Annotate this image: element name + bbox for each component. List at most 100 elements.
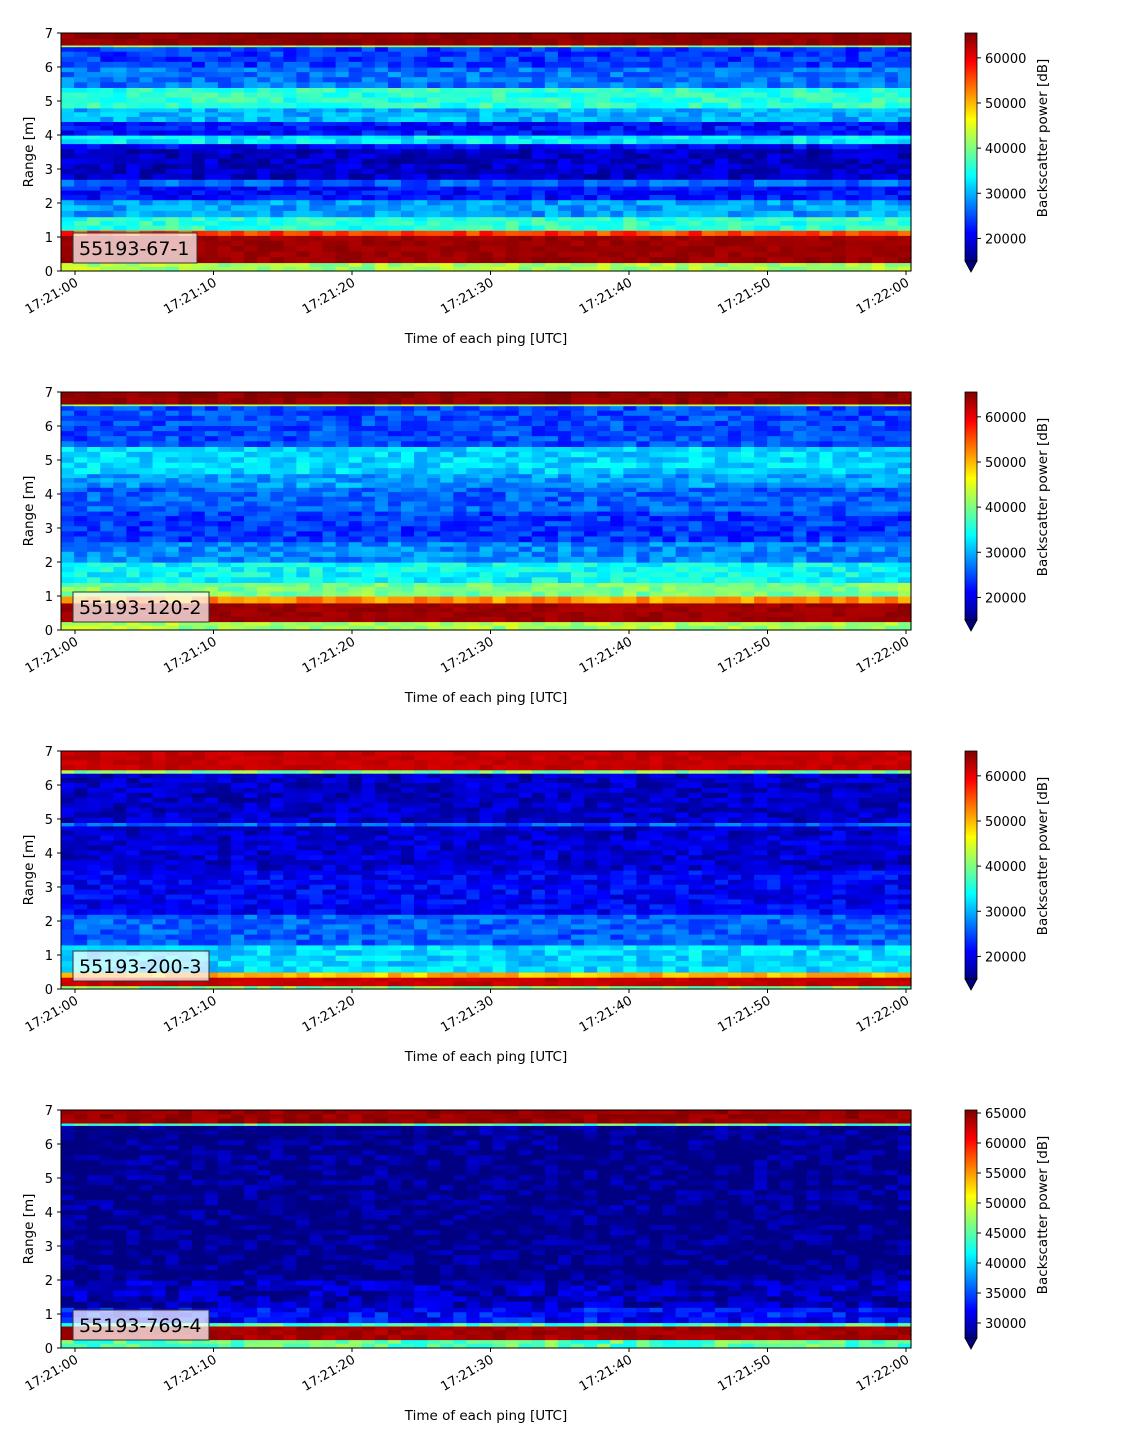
- heatmap-cell: [440, 67, 454, 73]
- heatmap-cell: [754, 556, 768, 563]
- heatmap-cell: [845, 205, 860, 212]
- heatmap-cell: [806, 235, 821, 242]
- heatmap-cell: [845, 179, 860, 187]
- heatmap-cell: [296, 51, 311, 58]
- heatmap-cell: [845, 491, 860, 498]
- heatmap-cell: [283, 531, 297, 538]
- heatmap-cell: [623, 199, 637, 206]
- heatmap-cell: [701, 567, 716, 573]
- heatmap-cell: [727, 46, 742, 53]
- heatmap-cell: [845, 190, 860, 196]
- heatmap-cell: [401, 262, 415, 268]
- heatmap-cell: [453, 116, 467, 122]
- heatmap-cell: [244, 582, 258, 588]
- heatmap-cell: [270, 186, 284, 192]
- heatmap-cell: [531, 536, 546, 543]
- heatmap-cell: [217, 221, 232, 227]
- heatmap-cell: [335, 92, 350, 99]
- heatmap-cell: [401, 67, 415, 73]
- heatmap-cell: [165, 174, 180, 180]
- heatmap-cell: [531, 591, 546, 597]
- heatmap-cell: [453, 546, 467, 553]
- heatmap-cell: [688, 51, 703, 58]
- heatmap-cell: [492, 38, 507, 46]
- heatmap-cell: [387, 511, 402, 517]
- heatmap-cell: [113, 158, 127, 165]
- heatmap-cell: [374, 210, 389, 218]
- heatmap-cell: [322, 179, 337, 187]
- heatmap-cell: [309, 577, 324, 583]
- heatmap-cell: [204, 169, 219, 175]
- heatmap-cell: [623, 51, 637, 58]
- heatmap-cell: [675, 130, 690, 136]
- heatmap-cell: [414, 616, 428, 623]
- heatmap-cell: [623, 516, 637, 522]
- heatmap-cell: [244, 586, 258, 593]
- heatmap-cell: [649, 92, 664, 99]
- heatmap-cell: [688, 596, 703, 604]
- heatmap-cell: [754, 210, 768, 218]
- heatmap-cell: [858, 625, 873, 631]
- heatmap-cell: [257, 536, 271, 543]
- heatmap-cell: [479, 205, 494, 212]
- heatmap-cell: [270, 135, 284, 140]
- heatmap-cell: [74, 135, 88, 140]
- heatmap-cell: [531, 38, 546, 46]
- heatmap-cell: [584, 72, 598, 78]
- heatmap-cell: [518, 240, 533, 247]
- heatmap-cell: [845, 230, 860, 236]
- heatmap-cell: [623, 46, 637, 53]
- heatmap-cell: [741, 97, 755, 104]
- heatmap-cell: [505, 38, 520, 46]
- heatmap-cell: [322, 205, 337, 212]
- heatmap-cell: [217, 257, 232, 264]
- heatmap-cell: [152, 158, 167, 165]
- heatmap-cell: [440, 210, 454, 218]
- heatmap-cell: [374, 33, 389, 40]
- heatmap-cell: [283, 82, 297, 88]
- heatmap-cell: [675, 158, 690, 165]
- heatmap-cell: [348, 195, 363, 201]
- heatmap-cell: [374, 582, 389, 588]
- heatmap-cell: [244, 602, 258, 609]
- colorbar-step: [965, 119, 977, 123]
- colorbar-step: [965, 254, 977, 258]
- heatmap-cell: [531, 262, 546, 268]
- heatmap-cell: [401, 257, 415, 264]
- heatmap-cell: [571, 210, 585, 218]
- heatmap-cell: [871, 582, 886, 588]
- heatmap-cell: [453, 102, 467, 109]
- heatmap-cell: [544, 163, 559, 170]
- heatmap-cell: [453, 190, 467, 196]
- heatmap-cell: [74, 163, 88, 170]
- heatmap-cell: [361, 567, 376, 573]
- heatmap-cell: [191, 487, 206, 493]
- heatmap-cell: [283, 56, 297, 63]
- heatmap-cell: [675, 67, 690, 73]
- heatmap-cell: [832, 526, 847, 532]
- heatmap-cell: [152, 102, 167, 109]
- heatmap-cell: [309, 139, 324, 145]
- heatmap-cell: [871, 163, 886, 170]
- heatmap-cell: [531, 596, 546, 604]
- heatmap-cell: [741, 46, 755, 53]
- heatmap-cell: [217, 577, 232, 583]
- heatmap-cell: [126, 148, 141, 155]
- heatmap-cell: [178, 625, 193, 631]
- heatmap-cell: [767, 266, 781, 272]
- heatmap-cell: [204, 602, 219, 609]
- heatmap-cell: [204, 516, 219, 522]
- heatmap-cell: [440, 526, 454, 532]
- heatmap-cell: [636, 186, 651, 192]
- heatmap-cell: [309, 216, 324, 222]
- heatmap-cell: [557, 521, 572, 527]
- heatmap-cell: [165, 546, 180, 553]
- heatmap-cell: [204, 596, 219, 604]
- heatmap-cell: [610, 602, 624, 609]
- heatmap-cell: [571, 87, 585, 94]
- heatmap-cell: [204, 82, 219, 88]
- heatmap-cell: [741, 551, 755, 558]
- heatmap-cell: [584, 143, 598, 150]
- heatmap-cell: [832, 591, 847, 597]
- heatmap-cell: [505, 195, 520, 201]
